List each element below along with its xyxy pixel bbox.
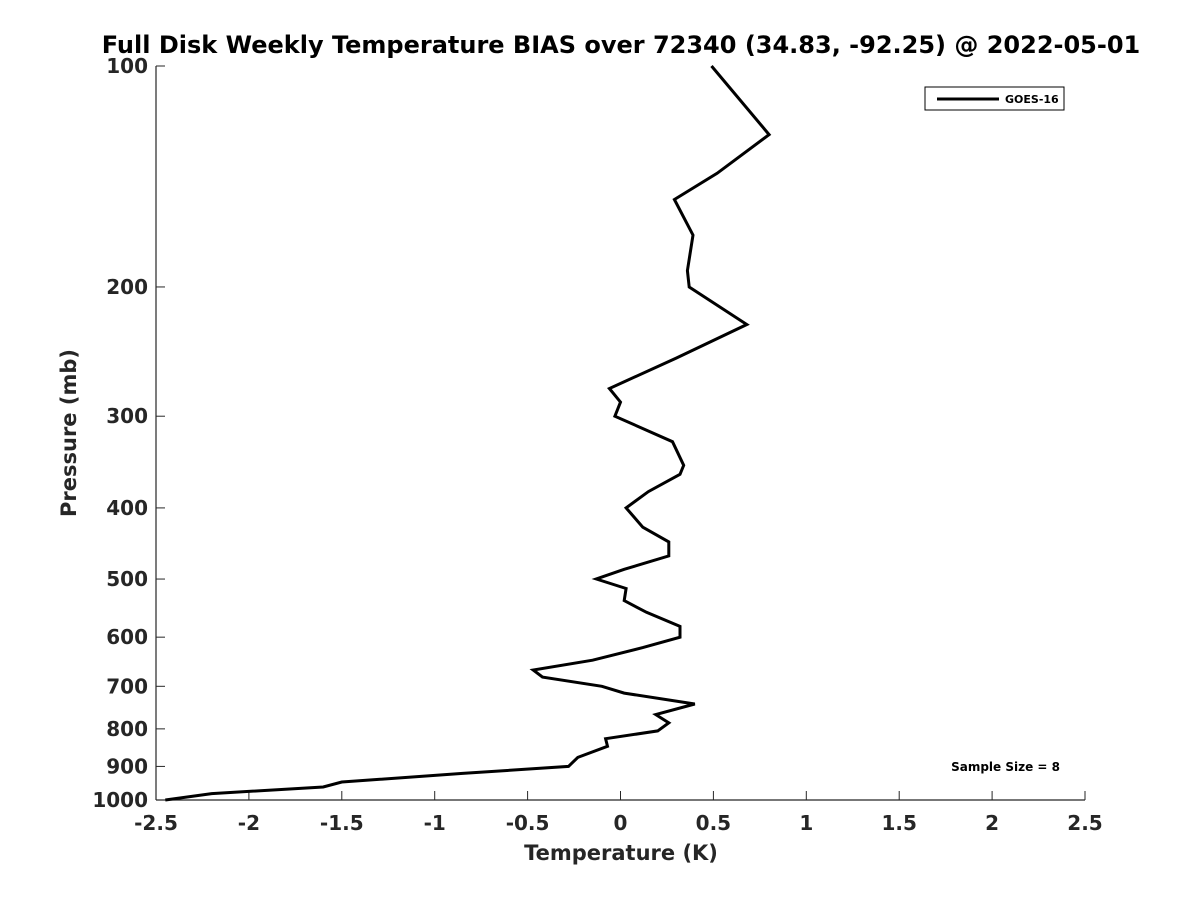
x-tick-label: -2.5 xyxy=(134,811,178,835)
axes: -2.5 -2 -1.5 -1 -0.5 0 0.5 1 1.5 2 2.5 100 200 300 400… xyxy=(92,54,1102,835)
y-tick-label: 600 xyxy=(106,625,148,649)
legend: GOES-16 xyxy=(924,86,1065,111)
x-tick-label: 2.5 xyxy=(1067,811,1102,835)
x-tick-label: -2 xyxy=(238,811,260,835)
x-tick-label: -0.5 xyxy=(506,811,550,835)
series-layer xyxy=(165,65,772,802)
y-tick-label: 500 xyxy=(106,567,148,591)
x-tick-label: 1 xyxy=(799,811,813,835)
x-tick-label: -1.5 xyxy=(320,811,364,835)
y-tick-label: 400 xyxy=(106,496,148,520)
y-axis-label: Pressure (mb) xyxy=(57,349,81,517)
y-tick-label: 1000 xyxy=(92,788,148,812)
y-tick-label: 700 xyxy=(106,674,148,698)
x-tick-label: 0 xyxy=(614,811,628,835)
x-tick-label: 1.5 xyxy=(881,811,916,835)
x-tick-label: 2 xyxy=(985,811,999,835)
y-tick-label: 800 xyxy=(106,717,148,741)
y-tick-label: 100 xyxy=(106,54,148,78)
chart-title: Full Disk Weekly Temperature BIAS over 7… xyxy=(102,31,1141,59)
x-tick-label: 0.5 xyxy=(696,811,731,835)
sample-size-annotation: Sample Size = 8 xyxy=(951,760,1060,774)
legend-label-goes-16: GOES-16 xyxy=(1005,93,1059,106)
x-axis-label: Temperature (K) xyxy=(524,841,718,865)
y-tick-label: 900 xyxy=(106,754,148,778)
y-tick-label: 300 xyxy=(106,404,148,428)
series-line-goes-16 xyxy=(165,65,772,802)
x-tick-label: -1 xyxy=(424,811,446,835)
y-tick-label: 200 xyxy=(106,275,148,299)
